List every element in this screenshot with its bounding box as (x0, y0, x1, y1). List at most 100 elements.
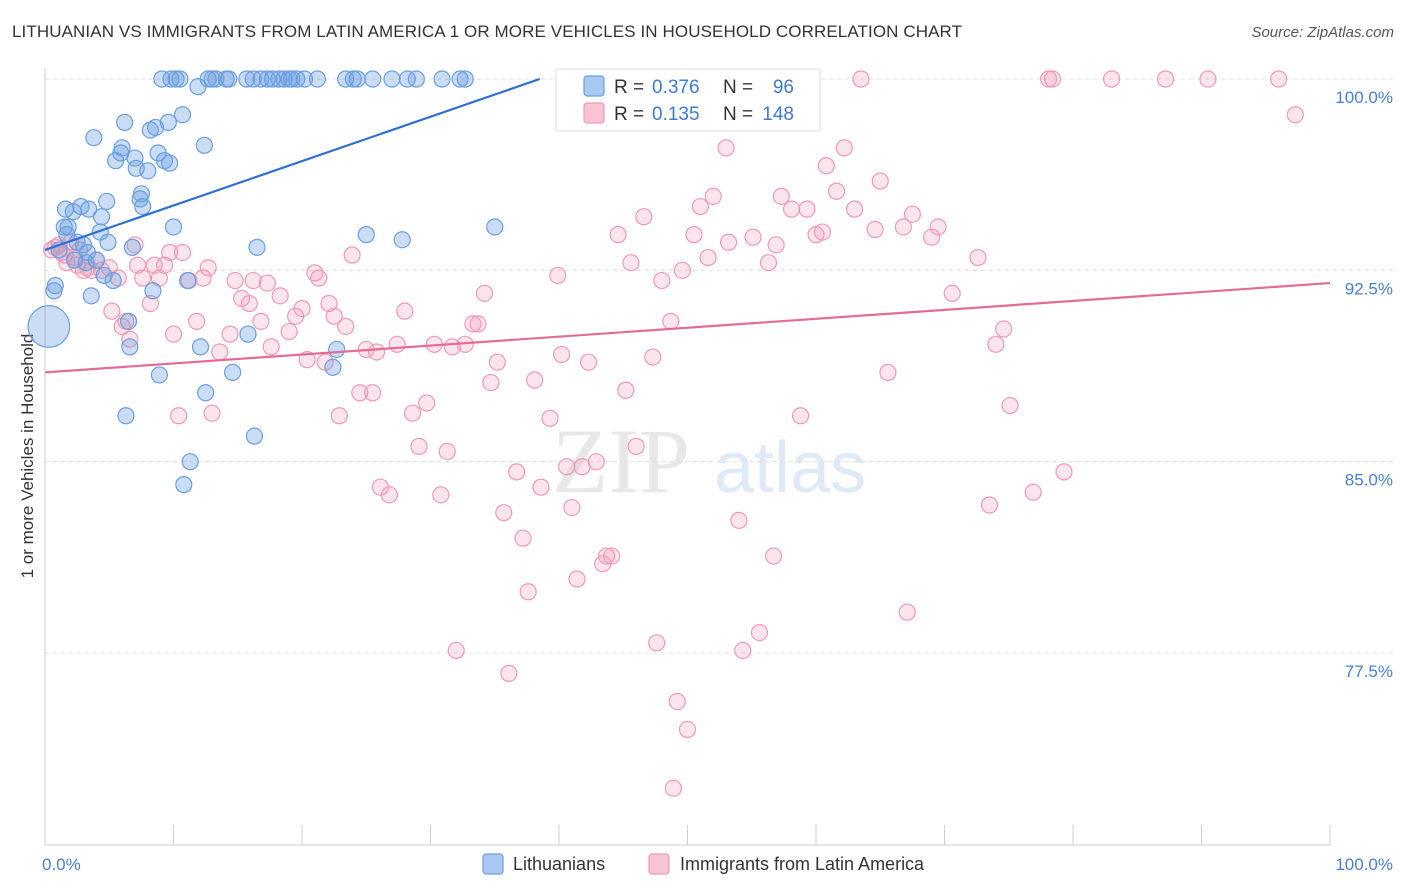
lithuanian-point (27, 305, 71, 348)
immigrant-point (995, 320, 1013, 338)
immigrant-point (1024, 483, 1042, 501)
immigrant-point (447, 641, 465, 660)
immigrant-point (798, 200, 816, 218)
immigrant-point (298, 351, 316, 369)
immigrant-point (943, 284, 961, 302)
lithuanian-point (98, 192, 116, 211)
immigrant-point (894, 218, 912, 236)
stats-legend: R = 0.376 N = 96 R = 0.135 N = 148 (555, 68, 821, 132)
lithuanian-point (92, 208, 111, 226)
lithuanian-point (150, 366, 168, 384)
immigrant-point (164, 325, 183, 343)
lithuanian-point (153, 70, 171, 88)
stats-legend-n-label-2: N = (723, 104, 753, 125)
immigrant-point (351, 384, 369, 402)
immigrant-point (488, 353, 506, 371)
immigrants-trend-line (44, 281, 1331, 374)
lithuanian-point (82, 287, 100, 305)
immigrant-point (730, 511, 748, 529)
immigrant-point (644, 348, 662, 366)
immigrant-point (1269, 70, 1288, 88)
immigrant-point (475, 284, 494, 302)
lithuanian-point (364, 70, 382, 88)
immigrant-point (622, 254, 640, 272)
lithuanian-point (328, 340, 346, 359)
x-tick-label: 0.0% (42, 855, 81, 874)
lithuanian-point (85, 129, 103, 147)
series-immigrants-points (42, 70, 1304, 797)
lithuanian-point (451, 70, 469, 88)
immigrant-point (662, 312, 680, 330)
lithuanian-point (46, 277, 64, 295)
stats-legend-pink-swatch (583, 102, 605, 124)
immigrant-point (469, 315, 487, 333)
immigrant-point (161, 243, 179, 262)
lithuanian-point (456, 70, 474, 88)
bottom-legend-lithuanians: Lithuanians (513, 854, 605, 874)
immigrant-point (438, 442, 456, 461)
immigrant-point (410, 437, 428, 455)
immigrant-point (126, 236, 144, 254)
immigrant-point (343, 246, 361, 264)
immigrant-point (603, 547, 621, 565)
lithuanian-point (95, 266, 113, 285)
grid-lines (45, 78, 1395, 654)
watermark: ZIP atlas (552, 410, 866, 512)
lithuanian-point (159, 113, 177, 131)
immigrant-point (403, 404, 422, 422)
bottom-legend: Lithuanians Immigrants from Latin Americ… (482, 853, 925, 875)
trend-lines (44, 77, 1331, 374)
lithuanian-point (181, 453, 199, 471)
immigrant-point (668, 692, 686, 711)
stats-legend-n-label-1: N = (723, 77, 753, 98)
y-tick-label: 85.0% (1345, 471, 1393, 490)
immigrant-point (568, 570, 586, 588)
immigrant-point (813, 223, 832, 241)
immigrant-point (635, 208, 653, 226)
lithuanian-point (239, 325, 257, 343)
lithuanian-point (357, 226, 375, 244)
lithuanian-point (245, 427, 264, 445)
immigrant-point (704, 187, 722, 205)
immigrant-point (188, 312, 206, 330)
immigrant-point (170, 407, 188, 425)
immigrant-point (871, 172, 889, 190)
immigrant-point (898, 603, 916, 621)
lithuanian-point (191, 338, 210, 356)
y-tick-label: 100.0% (1335, 88, 1393, 107)
immigrant-point (380, 486, 398, 504)
lithuanian-point (203, 70, 221, 88)
immigrant-point (364, 384, 382, 402)
immigrant-point (549, 266, 567, 285)
immigrant-point (563, 498, 581, 517)
immigrant-point (262, 338, 280, 356)
immigrant-point (240, 294, 258, 313)
immigrant-point (617, 381, 635, 399)
immigrant-point (258, 274, 276, 292)
lithuanian-point (119, 312, 138, 330)
lithuanian-point (486, 218, 504, 236)
lithuanian-point (121, 338, 139, 356)
immigrant-point (173, 243, 192, 262)
stats-legend-n-value-2: 148 (762, 104, 794, 125)
lithuanian-point (164, 218, 183, 236)
lithuanian-point (59, 218, 77, 236)
immigrant-point (817, 157, 835, 175)
immigrant-point (252, 312, 270, 330)
lithuanian-point (123, 238, 141, 256)
immigrant-point (464, 315, 482, 333)
lithuanian-point (398, 70, 416, 88)
bottom-legend-blue-swatch (482, 853, 504, 875)
immigrant-point (744, 228, 762, 246)
immigrant-point (519, 583, 537, 601)
immigrant-point (653, 271, 671, 290)
immigrant-point (1043, 70, 1062, 88)
bottom-legend-pink-swatch (648, 853, 670, 875)
stats-legend-n-value-1: 96 (773, 77, 794, 98)
immigrant-point (866, 220, 884, 239)
immigrant-point (772, 187, 790, 205)
y-tick-labels: 77.5% 85.0% 92.5% 100.0% (1335, 88, 1393, 681)
immigrant-point (903, 205, 921, 223)
immigrant-point (388, 335, 406, 353)
